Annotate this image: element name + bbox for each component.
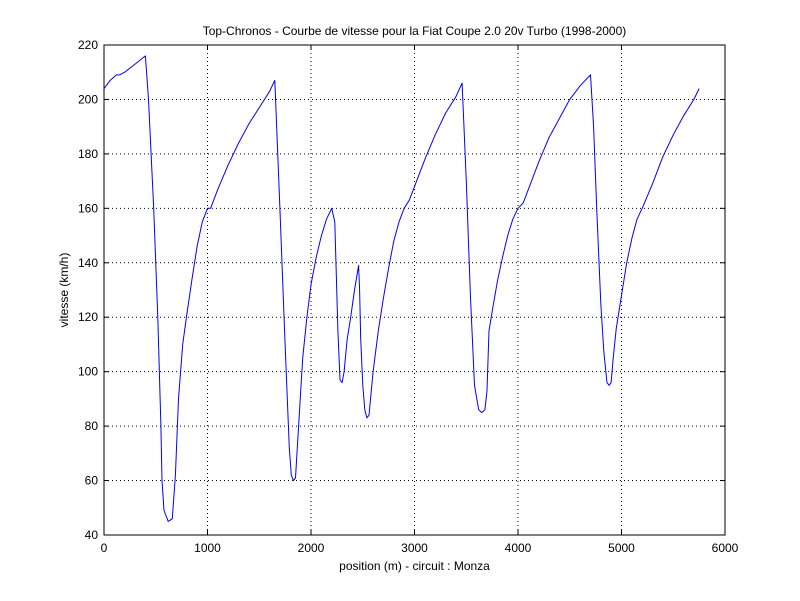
x-tick-labels: 0 1000 2000 3000 4000 5000 6000	[101, 541, 739, 555]
y-axis-label: vitesse (km/h)	[57, 253, 71, 328]
y-tick-label: 100	[78, 365, 98, 379]
speed-series-line	[103, 55, 700, 522]
y-tick-label: 80	[85, 419, 99, 433]
x-tick-label: 0	[101, 541, 108, 555]
x-tick-label: 5000	[608, 541, 635, 555]
y-tick-label: 220	[78, 38, 98, 52]
tick-marks	[103, 44, 726, 536]
y-tick-label: 200	[78, 92, 98, 106]
x-tick-label: 2000	[298, 541, 325, 555]
grid-lines	[104, 45, 725, 535]
y-tick-label: 60	[85, 474, 99, 488]
x-tick-label: 1000	[194, 541, 221, 555]
chart-title: Top-Chronos - Courbe de vitesse pour la …	[203, 24, 627, 38]
y-tick-label: 120	[78, 310, 98, 324]
x-tick-label: 3000	[401, 541, 428, 555]
y-tick-labels: 40 60 80 100 120 140 160 180 200 220	[78, 38, 98, 542]
y-tick-label: 40	[85, 528, 99, 542]
x-axis-label: position (m) - circuit : Monza	[339, 559, 490, 573]
x-tick-label: 6000	[712, 541, 739, 555]
x-tick-label: 4000	[505, 541, 532, 555]
y-tick-label: 140	[78, 256, 98, 270]
y-tick-label: 160	[78, 201, 98, 215]
series-layer	[103, 55, 700, 522]
y-tick-label: 180	[78, 147, 98, 161]
